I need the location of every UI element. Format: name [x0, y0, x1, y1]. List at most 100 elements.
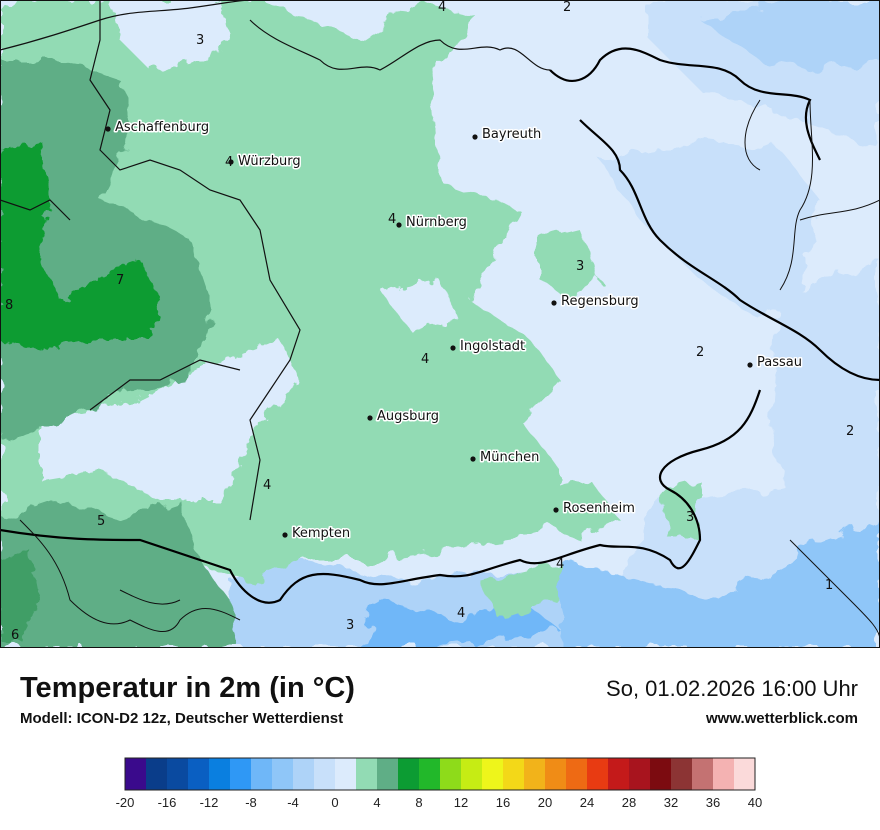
admin-borders	[0, 0, 551, 521]
forecast-datetime: So, 01.02.2026 16:00 Uhr	[606, 676, 858, 701]
legend-swatch	[419, 758, 441, 790]
legend-swatch	[272, 758, 294, 790]
legend-tick-label: 36	[706, 795, 720, 810]
isotherm-label: 4	[421, 352, 429, 367]
legend-swatch	[734, 758, 756, 790]
legend-tick-label: 40	[748, 795, 762, 810]
legend-swatch	[692, 758, 714, 790]
isotherm-label: 5	[97, 514, 105, 529]
site-url[interactable]: www.wetterblick.com	[706, 710, 858, 727]
temperature-field-warmest	[0, 140, 160, 640]
legend-ticks: -20 -16 -12 -8 -4 0 4 8 12 16 20 24 28 32 36 40	[116, 795, 763, 810]
city-wuerzburg[interactable]: Würzburg	[228, 153, 302, 171]
legend-tick-label: 32	[664, 795, 678, 810]
legend-tick-label: -12	[200, 795, 219, 810]
legend-swatch	[356, 758, 378, 790]
legend-swatch	[671, 758, 693, 790]
map-footer: Temperatur in 2m (in °C) Modell: ICON-D2…	[0, 648, 880, 830]
city-muenchen[interactable]: München	[470, 449, 541, 467]
isotherm-label: 1	[825, 578, 833, 593]
city-nuernberg[interactable]: Nürnberg	[396, 214, 468, 232]
legend-tick-label: -16	[158, 795, 177, 810]
isotherm-label: 3	[686, 510, 694, 525]
isotherm-label: 2	[846, 424, 854, 439]
city-dot	[105, 126, 111, 132]
legend-swatch	[209, 758, 231, 790]
isotherm-label: 4	[457, 606, 465, 621]
legend-swatch	[587, 758, 609, 790]
legend-swatch	[230, 758, 252, 790]
city-label: Würzburg	[238, 154, 301, 169]
map-title: Temperatur in 2m (in °C)	[20, 672, 355, 704]
city-label: Passau	[757, 355, 802, 370]
temperature-field-cool	[230, 0, 880, 648]
city-regensburg[interactable]: Regensburg	[551, 293, 640, 311]
city-markers: Aschaffenburg Bayreuth Würzburg Nürnberg…	[105, 119, 803, 543]
legend-tick-label: 4	[373, 795, 380, 810]
isotherm-label: 2	[696, 345, 704, 360]
legend-swatch	[503, 758, 525, 790]
city-ingolstadt[interactable]: Ingolstadt	[450, 338, 527, 356]
city-label: Bayreuth	[482, 127, 541, 142]
legend-tick-label: -20	[116, 795, 135, 810]
city-kempten[interactable]: Kempten	[282, 525, 352, 543]
legend-swatch	[440, 758, 462, 790]
legend-swatch	[650, 758, 672, 790]
city-augsburg[interactable]: Augsburg	[367, 408, 441, 426]
isotherm-label: 4	[263, 478, 271, 493]
legend-swatch	[146, 758, 168, 790]
city-dot	[747, 362, 753, 368]
legend-swatch	[251, 758, 273, 790]
model-info: Modell: ICON-D2 12z, Deutscher Wetterdie…	[20, 710, 344, 727]
city-dot	[551, 300, 557, 306]
city-dot	[472, 134, 478, 140]
legend-swatch	[461, 758, 483, 790]
legend-swatch	[335, 758, 357, 790]
city-label: Rosenheim	[563, 501, 635, 516]
city-label: Augsburg	[377, 409, 439, 424]
legend-swatch	[188, 758, 210, 790]
color-legend: -20 -16 -12 -8 -4 0 4 8 12 16 20 24 28 32 36 40	[116, 757, 763, 810]
city-dot	[228, 159, 234, 165]
legend-tick-label: -4	[287, 795, 299, 810]
legend-swatch	[545, 758, 567, 790]
city-dot	[553, 507, 559, 513]
temperature-field-cool-pockets	[40, 0, 460, 500]
legend-tick-label: 28	[622, 795, 636, 810]
city-passau[interactable]: Passau	[747, 354, 803, 372]
city-bayreuth[interactable]: Bayreuth	[472, 126, 543, 144]
city-aschaffenburg[interactable]: Aschaffenburg	[105, 119, 211, 137]
city-label: Kempten	[292, 526, 350, 541]
legend-tick-label: 8	[415, 795, 422, 810]
legend-swatch	[377, 758, 399, 790]
legend-swatch	[167, 758, 189, 790]
isotherm-label: 2	[563, 0, 571, 15]
city-dot	[367, 415, 373, 421]
legend-swatch	[314, 758, 336, 790]
weather-map: 4 2 3 4 7 8 4 3 4 2 4 2 5 3 4 3 4 6 1 As…	[0, 0, 880, 648]
city-dot	[450, 345, 456, 351]
isotherm-label: 8	[5, 298, 13, 313]
legend-swatch	[629, 758, 651, 790]
legend-swatch	[524, 758, 546, 790]
isotherm-label: 3	[196, 33, 204, 48]
city-label: Nürnberg	[406, 215, 467, 230]
legend-swatch	[482, 758, 504, 790]
legend-swatch	[398, 758, 420, 790]
city-dot	[282, 532, 288, 538]
legend-swatch	[608, 758, 630, 790]
legend-tick-label: -8	[245, 795, 257, 810]
legend-swatch	[566, 758, 588, 790]
isotherm-label: 7	[116, 273, 124, 288]
city-label: Ingolstadt	[460, 339, 525, 354]
country-borders	[0, 47, 880, 604]
legend-swatch	[293, 758, 315, 790]
city-rosenheim[interactable]: Rosenheim	[553, 500, 636, 518]
legend-swatches	[124, 757, 756, 791]
isotherm-label: 4	[438, 0, 446, 15]
legend-tick-label: 24	[580, 795, 594, 810]
city-dot	[396, 222, 402, 228]
city-dot	[470, 456, 476, 462]
region-borders	[19, 99, 880, 641]
legend-frame	[124, 757, 756, 791]
